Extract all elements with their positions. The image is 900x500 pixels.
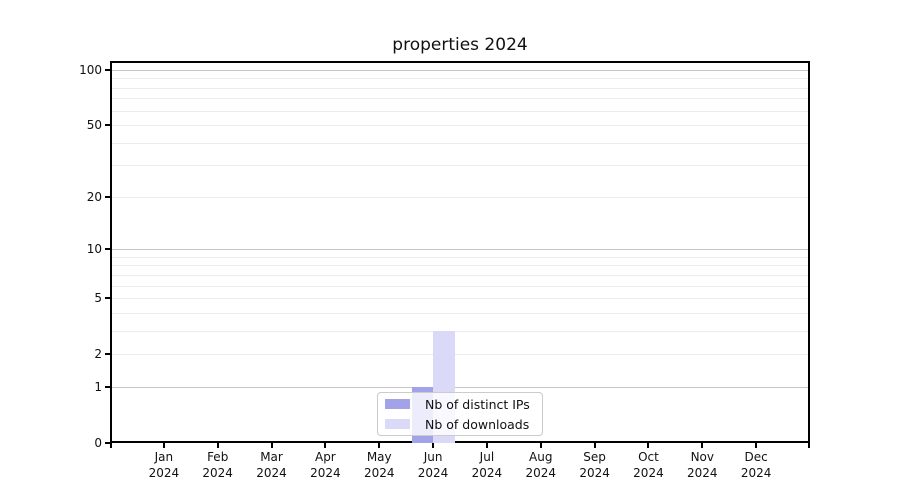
minor-gridline: [112, 165, 808, 167]
x-tick-label: Dec 2024: [740, 450, 772, 480]
y-tick-label: 20: [86, 189, 102, 204]
minor-gridline: [112, 330, 808, 332]
legend-item-distinct-ips: Nb of distinct IPs: [385, 395, 542, 413]
y-tick-mark: [105, 442, 110, 444]
x-tick-label: May 2024: [363, 450, 395, 480]
minor-gridline: [112, 110, 808, 112]
x-tick-mark: [432, 443, 435, 448]
major-gridline: [112, 70, 808, 71]
x-tick-mark: [593, 443, 596, 448]
x-tick-mark: [647, 443, 650, 448]
y-tick-mark: [105, 124, 110, 127]
x-tick-mark: [539, 443, 542, 448]
legend-swatch-distinct-ips-icon: [385, 399, 410, 409]
x-tick-label: Apr 2024: [310, 450, 341, 480]
minor-gridline: [112, 78, 808, 80]
y-tick-mark: [105, 353, 110, 356]
y-tick-mark: [105, 69, 110, 71]
legend-item-downloads: Nb of downloads: [385, 415, 542, 433]
minor-gridline: [112, 354, 808, 356]
y-tick-label: 50: [86, 118, 102, 133]
x-tick-label: Sep 2024: [579, 450, 610, 480]
y-tick-label: 1: [94, 379, 102, 394]
y-tick-label: 2: [94, 347, 102, 362]
minor-gridline: [112, 274, 808, 276]
minor-gridline: [112, 265, 808, 267]
x-tick-label: Jun 2024: [417, 450, 449, 480]
chart-title: properties 2024: [392, 35, 528, 55]
y-tick-mark: [105, 195, 110, 198]
major-gridline: [112, 249, 808, 251]
x-tick-mark: [701, 443, 704, 448]
y-tick-mark: [105, 248, 110, 251]
x-tick-label: Aug 2024: [525, 450, 557, 480]
legend: Nb of distinct IPs Nb of downloads: [377, 392, 543, 436]
minor-gridline: [112, 142, 808, 144]
x-tick-mark: [324, 443, 327, 448]
x-tick-mark: [485, 443, 488, 448]
legend-label-distinct-ips: Nb of distinct IPs: [425, 396, 530, 412]
plot-area: [110, 61, 810, 443]
x-tick-mark: [378, 443, 381, 448]
minor-gridline: [112, 87, 808, 89]
x-tick-mark: [755, 443, 758, 448]
y-tick-mark: [105, 385, 110, 388]
minor-gridline: [112, 298, 808, 300]
y-tick-label: 5: [94, 291, 102, 306]
y-tick-label: 100: [79, 63, 102, 77]
x-tick-label: Jul 2024: [471, 450, 503, 480]
x-tick-mark: [216, 443, 219, 448]
major-gridline: [112, 386, 808, 388]
legend-label-downloads: Nb of downloads: [425, 416, 530, 432]
minor-gridline: [112, 256, 808, 258]
legend-swatch-downloads-icon: [385, 419, 410, 429]
x-tick-label: Feb 2024: [202, 450, 233, 480]
minor-gridline: [112, 196, 808, 198]
x-tick-mark: [162, 443, 165, 448]
minor-gridline: [112, 98, 808, 100]
x-tick-mark: [808, 443, 810, 448]
y-tick-mark: [105, 297, 110, 300]
x-tick-label: Jan 2024: [148, 450, 180, 480]
x-tick-mark: [110, 443, 112, 448]
minor-gridline: [112, 285, 808, 287]
minor-gridline: [112, 312, 808, 314]
y-tick-label: 0: [94, 436, 102, 450]
minor-gridline: [112, 125, 808, 127]
x-tick-label: Nov 2024: [687, 450, 718, 480]
x-tick-label: Mar 2024: [256, 450, 287, 480]
x-tick-mark: [270, 443, 273, 448]
x-tick-label: Oct 2024: [633, 450, 664, 480]
y-tick-label: 10: [86, 242, 102, 257]
